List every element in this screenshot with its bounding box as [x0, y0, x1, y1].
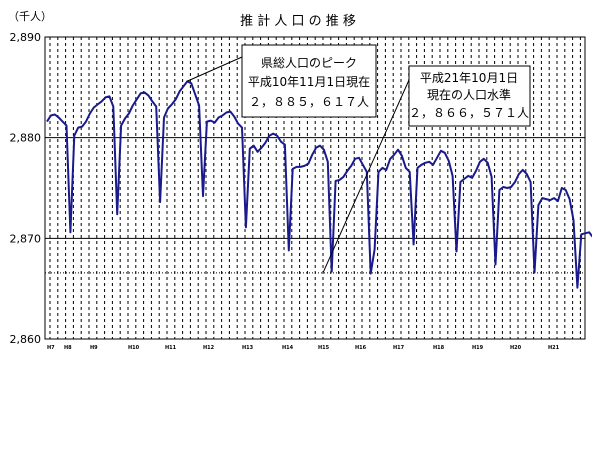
annotation-peak-line-2: 平成10年11月1日現在 [248, 75, 370, 89]
x-tick-labels: H7 H8 H9 H10 H11 H12 H13 H14 H15 H16 H17 H18 H19 H20 H… [47, 345, 560, 351]
annotation-peak-leader [187, 56, 243, 82]
x-tick-label: H20 [510, 345, 522, 351]
x-tick-label: H16 [355, 345, 367, 351]
annotation-current-line-1: 平成21年10月1日 [420, 71, 518, 85]
annotation-peak: 県総人口のピーク 平成10年11月1日現在 ２，８８５，６１７人 [187, 44, 377, 118]
x-tick-label: H10 [128, 345, 140, 351]
y-axis-label: （千人） [8, 10, 52, 23]
x-tick-label: H11 [165, 345, 177, 351]
annotation-current-box [408, 65, 531, 127]
x-tick-label: H12 [203, 345, 215, 351]
y-tick-label: 2,860 [10, 333, 42, 346]
x-tick-label: H13 [242, 345, 254, 351]
y-tick-label: 2,880 [10, 132, 42, 145]
annotation-peak-line-3: ２，８８５，６１７人 [249, 95, 369, 109]
series-line-population [46, 80, 592, 289]
x-tick-label: H21 [548, 345, 560, 351]
x-tick-label: H7 [47, 345, 55, 351]
y-tick-label: 2,890 [10, 31, 42, 44]
x-tick-label: H17 [393, 345, 405, 351]
x-tick-label: H18 [433, 345, 445, 351]
annotation-current-line-3: ２，８６６，５７１人 [409, 106, 529, 120]
annotation-peak-box [241, 44, 377, 118]
annotation-peak-line-1: 県総人口のピーク [261, 56, 357, 70]
annotation-current-line-2: 現在の人口水準 [427, 87, 511, 102]
y-tick-labels: 2,860 2,870 2,880 2,890 [10, 31, 42, 346]
x-tick-label: H19 [472, 345, 484, 351]
x-tick-label: H15 [318, 345, 330, 351]
annotation-current-leader [322, 79, 410, 274]
x-tick-label: H8 [64, 345, 72, 351]
annotation-current: 平成21年10月1日 現在の人口水準 ２，８６６，５７１人 [322, 65, 531, 274]
chart-title: 推 計 人 口 の 推 移 [240, 13, 356, 29]
x-tick-label: H14 [282, 345, 294, 351]
x-tick-label: H9 [90, 345, 98, 351]
y-tick-label: 2,870 [10, 232, 42, 245]
